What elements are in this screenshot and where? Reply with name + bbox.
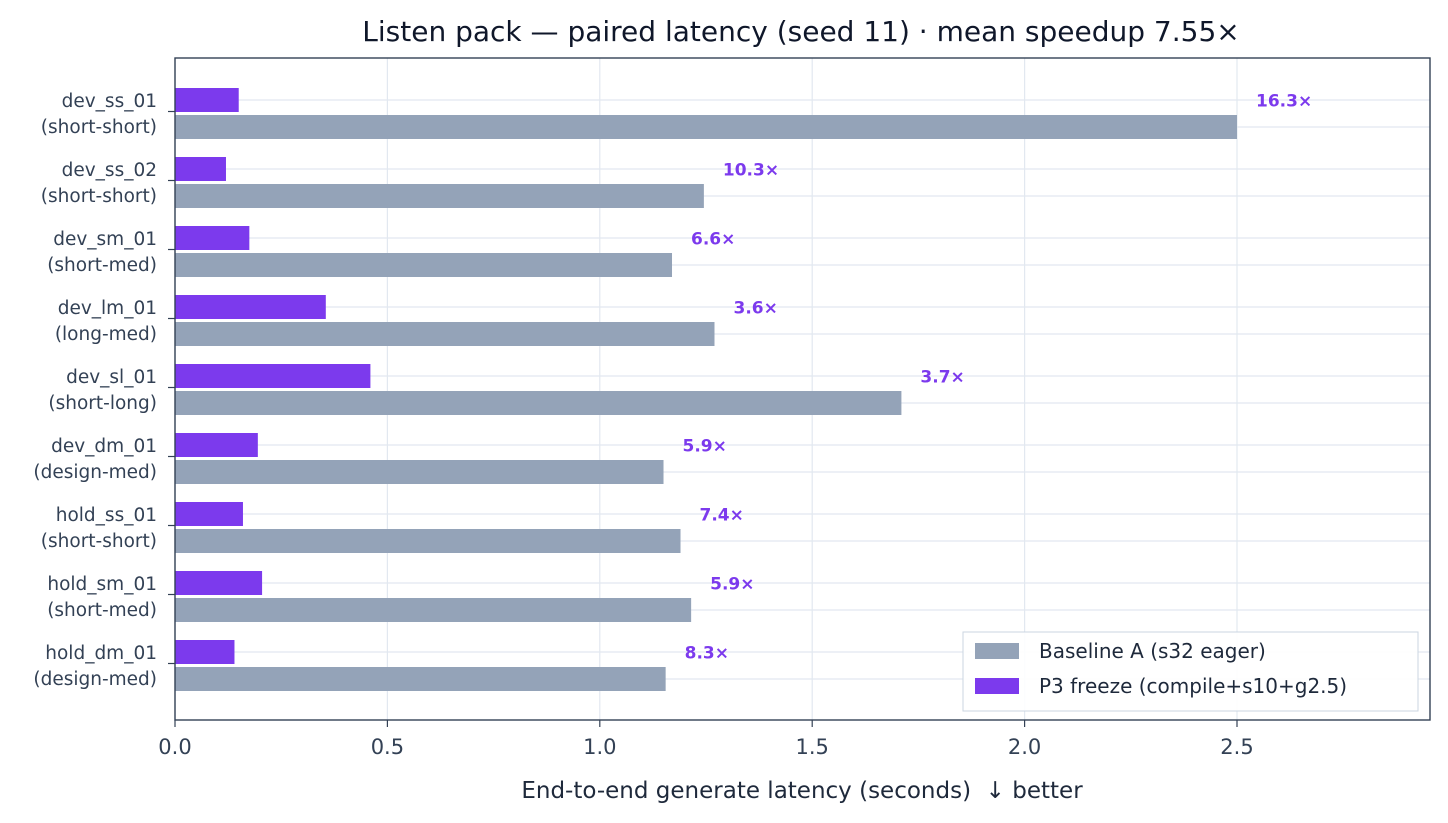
x-tick-label: 0.5 xyxy=(371,735,404,759)
bar-baseline-hold_dm_01 xyxy=(175,667,666,691)
bar-baseline-hold_sm_01 xyxy=(175,598,692,622)
speedup-label: 5.9× xyxy=(683,437,727,457)
bar-p3-dev_dm_01 xyxy=(175,433,258,457)
legend-label: P3 freeze (compile+s10+g2.5) xyxy=(1039,674,1347,698)
bar-baseline-dev_dm_01 xyxy=(175,460,664,484)
x-tick-label: 1.0 xyxy=(583,735,616,759)
speedup-label: 5.9× xyxy=(710,575,754,595)
legend: Baseline A (s32 eager) P3 freeze (compile… xyxy=(962,631,1419,712)
bar-p3-dev_ss_01 xyxy=(175,88,239,112)
speedup-label: 10.3× xyxy=(723,161,779,181)
bar-baseline-dev_lm_01 xyxy=(175,322,715,346)
plot-frame xyxy=(174,57,1431,721)
category-group: (design-med) xyxy=(33,669,157,690)
bar-baseline-dev_ss_02 xyxy=(175,184,704,208)
x-ticks: 0.0 0.5 1.0 1.5 2.0 2.5 xyxy=(158,720,1254,759)
speedup-label: 3.6× xyxy=(733,299,777,319)
y-categories: dev_ss_01 (short-short) dev_ss_02 (short-sh… xyxy=(33,91,175,690)
category-group: (long-med) xyxy=(55,324,157,345)
bar-p3-dev_ss_02 xyxy=(175,157,226,181)
category-name: hold_ss_01 xyxy=(56,505,157,526)
x-tick-label: 2.0 xyxy=(1008,735,1041,759)
chart-title: Listen pack — paired latency (seed 11) ·… xyxy=(362,15,1239,48)
legend-frame xyxy=(962,631,1419,712)
legend-swatch xyxy=(975,643,1019,659)
speedup-label: 6.6× xyxy=(691,230,735,250)
speedup-labels: 16.3× 10.3× 6.6× 3.6× 3.7× 5.9× 7.4× 5.9× 8.3× xyxy=(683,92,1313,664)
bar-p3-hold_dm_01 xyxy=(175,640,235,664)
bar-baseline-dev_sl_01 xyxy=(175,391,902,415)
bar-baseline-dev_sm_01 xyxy=(175,253,673,277)
category-group: (short-short) xyxy=(41,186,157,207)
bar-p3-dev_sm_01 xyxy=(175,226,250,250)
bar-baseline-dev_ss_01 xyxy=(175,115,1237,139)
bar-p3-dev_lm_01 xyxy=(175,295,326,319)
legend-label: Baseline A (s32 eager) xyxy=(1039,639,1266,663)
bar-p3-hold_sm_01 xyxy=(175,571,263,595)
category-group: (design-med) xyxy=(33,462,157,483)
category-name: dev_sl_01 xyxy=(66,367,157,388)
category-name: dev_ss_02 xyxy=(62,160,157,181)
bars xyxy=(175,88,1237,691)
category-name: dev_ss_01 xyxy=(62,91,157,112)
category-name: dev_lm_01 xyxy=(58,298,157,319)
bar-p3-hold_ss_01 xyxy=(175,502,243,526)
category-group: (short-long) xyxy=(48,393,157,414)
bar-baseline-hold_ss_01 xyxy=(175,529,681,553)
x-tick-label: 2.5 xyxy=(1220,735,1253,759)
legend-swatch xyxy=(975,678,1019,694)
category-name: dev_dm_01 xyxy=(51,436,157,457)
speedup-label: 16.3× xyxy=(1256,92,1312,112)
category-name: dev_sm_01 xyxy=(53,229,157,250)
x-tick-label: 0.0 xyxy=(158,735,191,759)
category-group: (short-med) xyxy=(47,600,157,621)
category-name: hold_sm_01 xyxy=(47,574,157,595)
x-tick-label: 1.5 xyxy=(795,735,828,759)
category-group: (short-med) xyxy=(47,255,157,276)
speedup-label: 8.3× xyxy=(685,644,729,664)
speedup-label: 3.7× xyxy=(920,368,964,388)
bar-p3-dev_sl_01 xyxy=(175,364,371,388)
category-group: (short-short) xyxy=(41,531,157,552)
category-name: hold_dm_01 xyxy=(45,643,157,664)
category-group: (short-short) xyxy=(41,117,157,138)
x-axis-label: End-to-end generate latency (seconds) ↓ … xyxy=(521,778,1083,804)
speedup-label: 7.4× xyxy=(700,506,744,526)
